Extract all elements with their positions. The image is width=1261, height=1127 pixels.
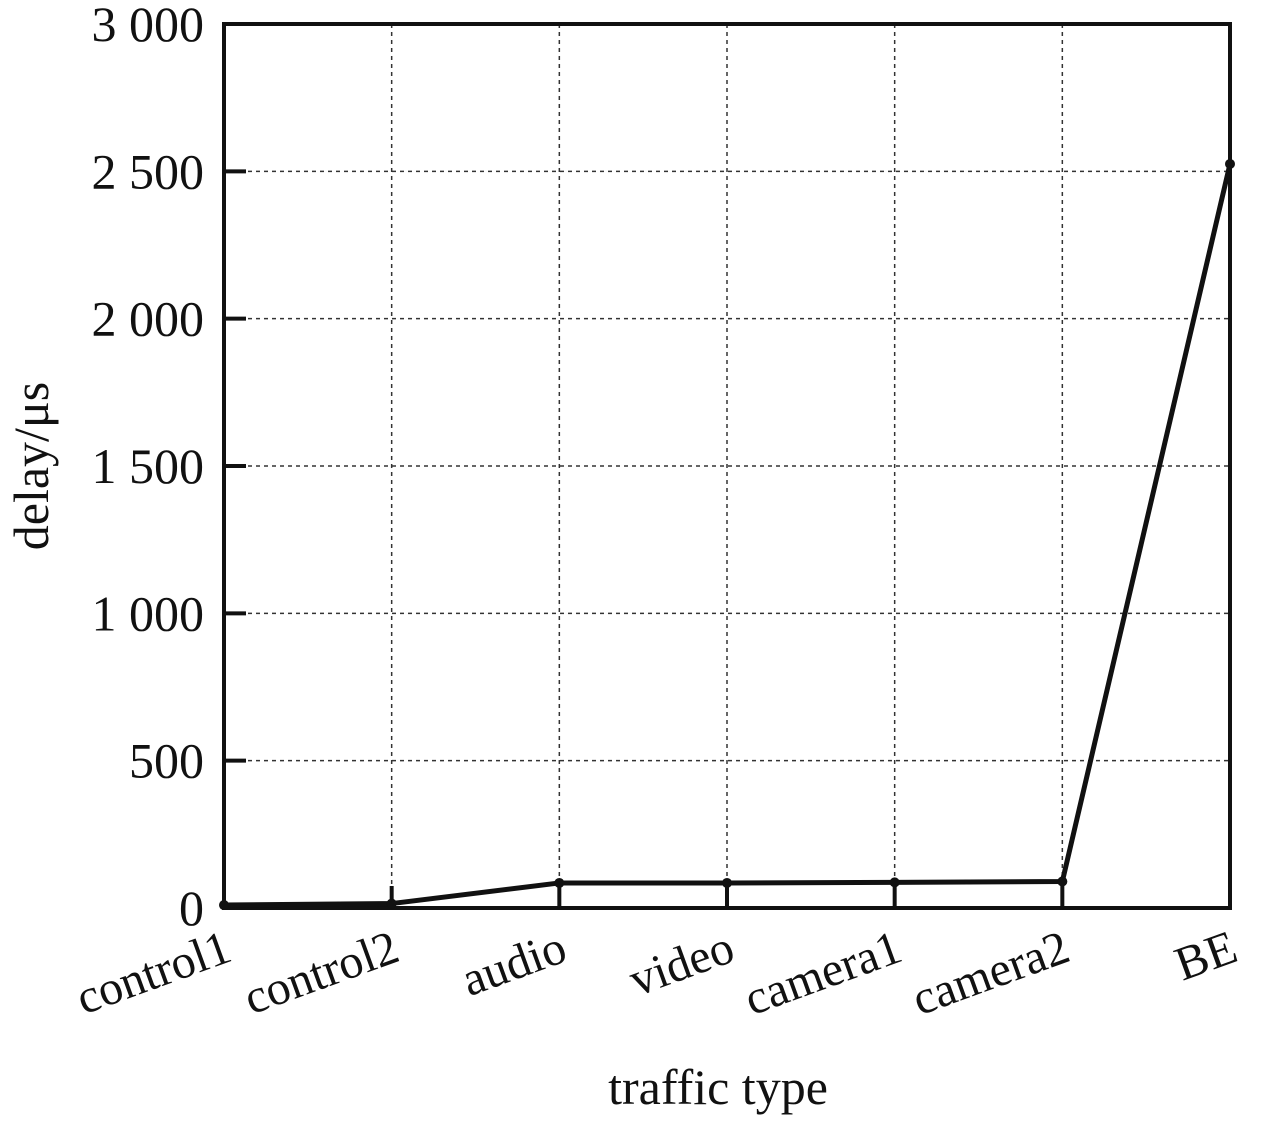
- x-tick-label: camera1: [738, 921, 909, 1026]
- data-point: [219, 900, 229, 911]
- x-tick-label: camera2: [905, 921, 1076, 1026]
- y-tick-label: 3 000: [92, 0, 205, 52]
- data-point: [722, 877, 732, 888]
- y-tick-label: 1 500: [92, 438, 205, 494]
- y-tick-label: 0: [179, 880, 204, 936]
- y-axis-label: delay/μs: [3, 382, 59, 550]
- y-tick-label: 2 000: [92, 291, 205, 347]
- y-tick-label: 2 500: [92, 143, 205, 199]
- data-point: [554, 877, 565, 888]
- y-axis-ticks: 0 500 1 000 1 500 2 000 2 500 3 000: [92, 0, 246, 936]
- series: [219, 158, 1235, 911]
- x-tick-label: control2: [237, 921, 405, 1026]
- data-point: [386, 898, 397, 909]
- x-tick-label: BE: [1168, 921, 1244, 992]
- data-point: [1225, 158, 1235, 169]
- grid-lines: [224, 24, 1230, 908]
- data-point: [889, 877, 900, 888]
- y-tick-label: 500: [129, 733, 204, 789]
- x-axis-label: traffic type: [608, 1059, 828, 1115]
- x-tick-label: control1: [69, 921, 237, 1026]
- x-tick-label: audio: [455, 921, 573, 1007]
- x-tick-label: video: [622, 921, 740, 1007]
- y-tick-label: 1 000: [92, 585, 205, 641]
- data-point: [1057, 876, 1068, 887]
